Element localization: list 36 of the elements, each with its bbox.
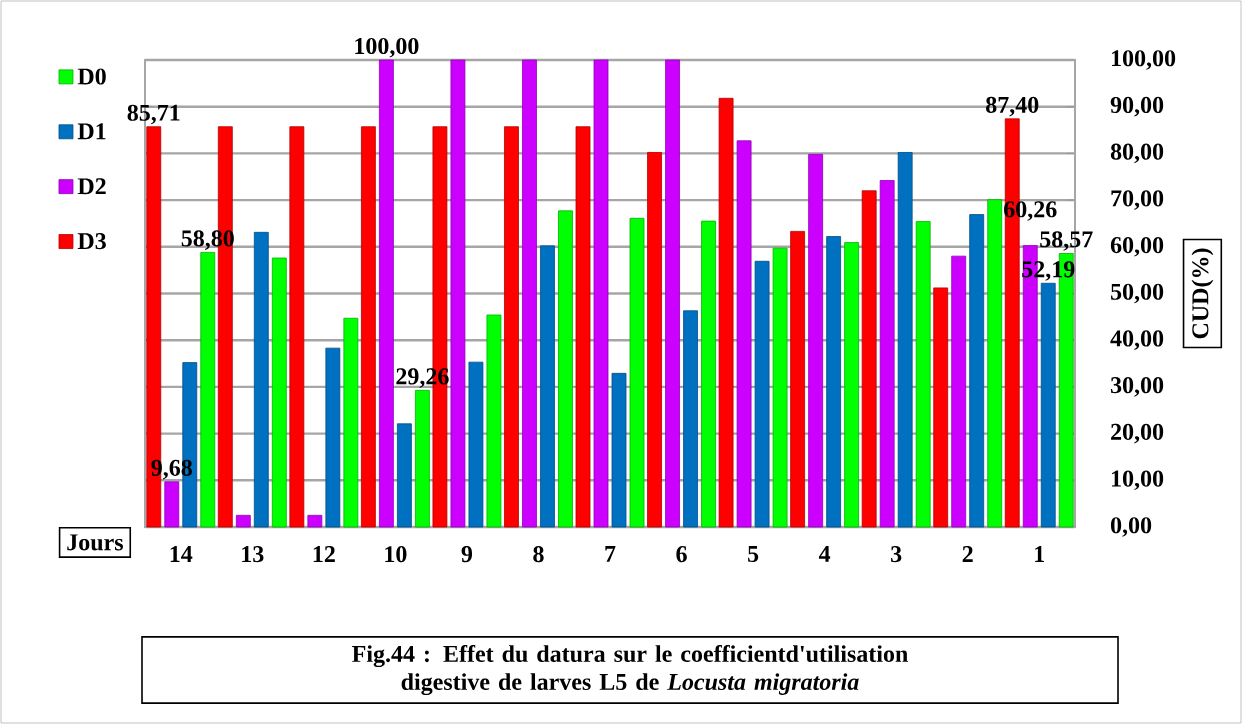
legend-label: D0 bbox=[77, 68, 106, 85]
y-axis-title: CUD(%) bbox=[1191, 248, 1214, 339]
y-tick-label: 50,00 bbox=[1111, 283, 1164, 304]
x-tick-label: 7 bbox=[605, 546, 616, 562]
text: Fig.44 : Effet du datura sur le coefficientd'utilisation digestive de larves L5 de Locusta migratoria bbox=[352, 644, 908, 696]
y-tick-label: 60,00 bbox=[1110, 236, 1164, 257]
data-label: 58,57 bbox=[1040, 231, 1093, 251]
x-tick-label: 12 bbox=[313, 546, 335, 562]
y-tick-label: 10,00 bbox=[1111, 470, 1164, 491]
x-tick-label: 13 bbox=[242, 546, 264, 563]
x-tick-label: 10 bbox=[385, 546, 407, 563]
data-label: 85,71 bbox=[127, 104, 180, 125]
x-tick-label: 6 bbox=[676, 546, 687, 563]
y-tick-label: 100,00 bbox=[1111, 50, 1176, 70]
data-label: 52,19 bbox=[1022, 261, 1075, 281]
x-axis-title: Jours bbox=[67, 534, 123, 551]
y-tick-label: 90,00 bbox=[1110, 96, 1164, 117]
y-tick-label: 80,00 bbox=[1110, 143, 1164, 164]
y-tick-label: 20,00 bbox=[1111, 423, 1164, 444]
x-tick-label: 3 bbox=[891, 546, 902, 563]
x-tick-label: 2 bbox=[962, 546, 973, 562]
legend-label: D1 bbox=[77, 123, 106, 140]
data-label: 100,00 bbox=[355, 37, 419, 58]
x-tick-label: 4 bbox=[818, 546, 831, 562]
y-tick-label: 70,00 bbox=[1111, 190, 1164, 210]
y-tick-label: 30,00 bbox=[1110, 377, 1164, 397]
data-label: 87,40 bbox=[986, 96, 1039, 117]
x-tick-label: 14 bbox=[170, 546, 193, 562]
x-tick-label: 8 bbox=[533, 546, 544, 563]
x-tick-label: 1 bbox=[1035, 546, 1044, 562]
x-tick-label: 9 bbox=[461, 546, 473, 563]
y-tick-label: 0,00 bbox=[1110, 517, 1152, 537]
x-tick-label: 5 bbox=[748, 546, 759, 562]
legend-label: D2 bbox=[77, 178, 106, 195]
y-tick-label: 40,00 bbox=[1110, 330, 1164, 351]
legend-label: D3 bbox=[77, 233, 106, 250]
